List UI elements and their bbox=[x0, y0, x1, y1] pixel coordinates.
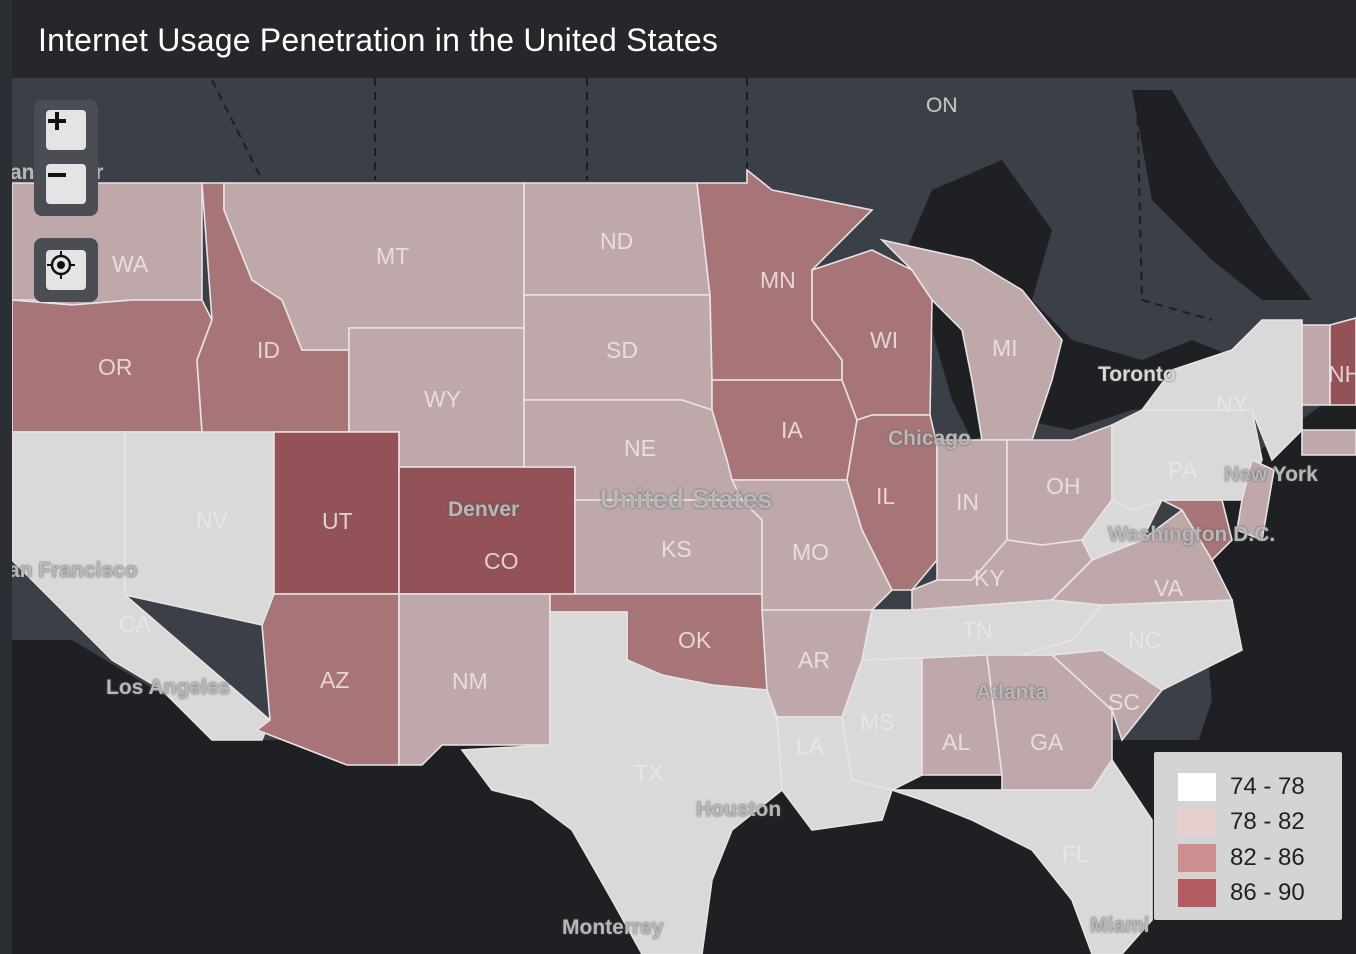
plus-icon bbox=[48, 112, 66, 130]
state-al[interactable] bbox=[921, 654, 1003, 776]
state-ct[interactable] bbox=[1301, 429, 1356, 456]
state-label-mn: MN bbox=[760, 267, 796, 293]
state-label-mo: MO bbox=[792, 539, 830, 565]
state-label-wi: WI bbox=[870, 327, 899, 353]
state-nc[interactable] bbox=[1021, 599, 1243, 691]
state-label-ks: KS bbox=[661, 536, 692, 562]
state-label-tx: TX bbox=[634, 760, 664, 786]
title-bar: Internet Usage Penetration in the United… bbox=[12, 0, 1356, 78]
city-label-new-york: New York bbox=[1224, 463, 1318, 486]
hudson-water bbox=[1132, 90, 1312, 300]
state-tx[interactable] bbox=[460, 611, 783, 954]
state-label-ar: AR bbox=[798, 647, 830, 673]
zoom-in-button[interactable] bbox=[46, 110, 86, 150]
minus-icon bbox=[48, 173, 66, 177]
state-label-nv: NV bbox=[196, 507, 228, 533]
legend-item: 82 - 86 bbox=[1178, 843, 1305, 873]
state-label-sc: SC bbox=[1108, 689, 1140, 715]
state-label-oh: OH bbox=[1046, 473, 1081, 499]
legend-label: 82 - 86 bbox=[1230, 844, 1305, 871]
city-label-san-francisco: an Francisco bbox=[12, 559, 138, 582]
zoom-out-button[interactable] bbox=[46, 164, 86, 204]
city-label-toronto: Toronto bbox=[1098, 363, 1176, 386]
legend-swatch bbox=[1178, 808, 1216, 836]
city-label-houston: Houston bbox=[696, 798, 782, 821]
crosshair-icon bbox=[47, 251, 75, 279]
map-legend: 74 - 78 78 - 82 82 - 86 86 - 90 bbox=[1154, 752, 1342, 920]
city-label-monterrey: Monterrey bbox=[562, 916, 664, 939]
state-label-ny: NY bbox=[1216, 391, 1248, 417]
legend-swatch bbox=[1178, 844, 1216, 872]
state-label-pa: PA bbox=[1168, 457, 1197, 483]
legend-label: 78 - 82 bbox=[1230, 808, 1305, 835]
state-fl[interactable] bbox=[891, 758, 1153, 954]
legend-swatch bbox=[1178, 879, 1216, 907]
state-label-co: CO bbox=[484, 548, 519, 574]
map-panel: Internet Usage Penetration in the United… bbox=[12, 0, 1356, 954]
country-label-united-states: United States bbox=[600, 484, 773, 514]
legend-item: 78 - 82 bbox=[1178, 807, 1305, 837]
state-label-ut: UT bbox=[322, 508, 353, 534]
state-label-fl: FL bbox=[1062, 841, 1089, 867]
state-label-or: OR bbox=[98, 354, 133, 380]
city-label-washington: Washington D.C. bbox=[1108, 523, 1276, 546]
page-title: Internet Usage Penetration in the United… bbox=[38, 22, 719, 58]
state-label-ms: MS bbox=[860, 709, 895, 735]
state-label-nm: NM bbox=[452, 668, 488, 694]
state-label-nd: ND bbox=[600, 228, 634, 254]
state-label-sd: SD bbox=[606, 337, 638, 363]
state-label-ne: NE bbox=[624, 435, 656, 461]
state-label-wy: WY bbox=[424, 386, 462, 412]
locate-button[interactable] bbox=[46, 250, 86, 290]
choropleth-map[interactable]: WA OR CA NV ID MT WY UT CO AZ NM ND SD N… bbox=[12, 78, 1356, 954]
city-label-chicago: Chicago bbox=[888, 427, 971, 450]
city-label-atlanta: Atlanta bbox=[976, 681, 1048, 704]
state-label-mt: MT bbox=[376, 243, 410, 269]
state-il[interactable] bbox=[846, 414, 938, 591]
city-label-denver: Denver bbox=[448, 498, 520, 521]
state-label-ca: CA bbox=[119, 611, 151, 637]
state-label-al: AL bbox=[942, 729, 971, 755]
state-ny[interactable] bbox=[1140, 319, 1303, 462]
state-label-wa: WA bbox=[112, 251, 149, 277]
state-label-in: IN bbox=[956, 489, 979, 515]
state-label-ga: GA bbox=[1030, 729, 1064, 755]
province-borders bbox=[211, 78, 1213, 321]
state-nh[interactable] bbox=[1329, 317, 1356, 406]
state-label-tn: TN bbox=[962, 617, 993, 643]
state-label-il: IL bbox=[876, 483, 896, 509]
states-layer bbox=[12, 168, 1356, 954]
state-label-nh: NH bbox=[1328, 361, 1356, 387]
state-label-ok: OK bbox=[678, 627, 712, 653]
state-label-az: AZ bbox=[320, 667, 350, 693]
legend-label: 74 - 78 bbox=[1230, 773, 1305, 800]
pacific-water bbox=[12, 640, 312, 954]
legend-item: 74 - 78 bbox=[1178, 772, 1305, 802]
state-label-la: LA bbox=[796, 733, 825, 759]
state-label-ky: KY bbox=[974, 565, 1005, 591]
region-label-ontario: ON bbox=[926, 94, 958, 117]
state-vt[interactable] bbox=[1301, 324, 1331, 406]
state-label-id: ID bbox=[257, 337, 280, 363]
city-label-miami: Miami bbox=[1090, 914, 1150, 937]
legend-label: 86 - 90 bbox=[1230, 879, 1305, 906]
city-label-los-angeles: Los Angeles bbox=[106, 676, 231, 699]
state-label-mi: MI bbox=[992, 335, 1018, 361]
state-label-va: VA bbox=[1154, 575, 1183, 601]
state-nj[interactable] bbox=[1236, 458, 1275, 542]
state-label-nc: NC bbox=[1128, 627, 1162, 653]
legend-swatch bbox=[1178, 773, 1216, 801]
legend-item: 86 - 90 bbox=[1178, 878, 1305, 908]
state-label-ia: IA bbox=[781, 417, 803, 443]
